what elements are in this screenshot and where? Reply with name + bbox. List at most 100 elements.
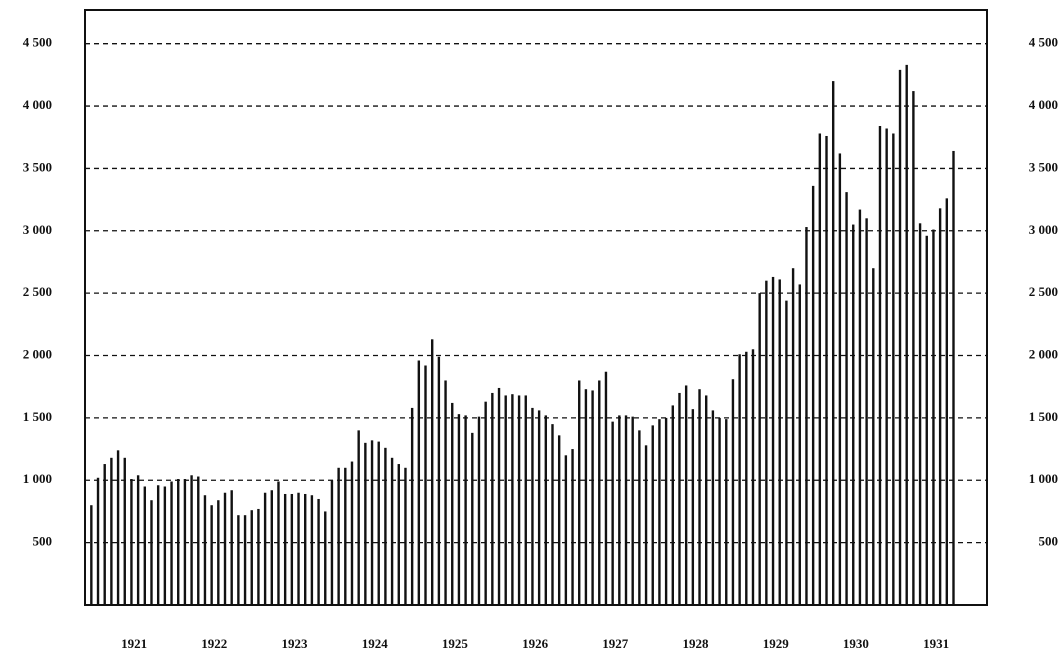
bar [444, 380, 447, 605]
bar [664, 417, 668, 605]
bar [491, 392, 494, 605]
y-tick-label: 4 500 [23, 35, 52, 50]
bar [557, 435, 561, 605]
bar [156, 485, 160, 605]
bar [297, 492, 300, 605]
bar [905, 64, 908, 605]
bar [116, 450, 120, 605]
bar [397, 464, 400, 605]
bar [377, 441, 380, 605]
bar [878, 126, 882, 605]
bar [624, 415, 628, 605]
bar [731, 379, 735, 605]
x-tick-label: 1921 [121, 636, 147, 651]
bar [898, 69, 902, 606]
bar [805, 227, 808, 606]
bar [531, 407, 534, 605]
bar [872, 268, 875, 605]
bar [678, 392, 681, 605]
bar [344, 467, 347, 605]
bar [317, 498, 320, 605]
bar [838, 153, 842, 605]
bar [598, 380, 601, 605]
bar [283, 493, 287, 605]
bar [885, 128, 888, 606]
bar [517, 395, 521, 605]
y-tick-label: 4 000 [23, 97, 52, 112]
bar [725, 419, 728, 605]
bar [938, 208, 942, 606]
bar [350, 461, 354, 605]
bar [504, 395, 507, 605]
bar [277, 481, 280, 605]
y-tick-label: 1 500 [23, 409, 52, 424]
bar [952, 150, 955, 606]
bar [865, 218, 868, 605]
bar [845, 192, 848, 605]
bar [638, 430, 641, 605]
bar [705, 395, 708, 605]
bar [103, 464, 106, 605]
y2-tick-label: 1 000 [1029, 471, 1058, 486]
bar [210, 505, 213, 605]
bar [257, 508, 260, 605]
bar [831, 81, 835, 605]
bar [785, 300, 788, 605]
bar [591, 390, 594, 605]
bar [691, 409, 695, 605]
bar [818, 133, 822, 605]
bar [751, 349, 755, 605]
x-tick-label: 1927 [602, 636, 629, 651]
bar [324, 511, 327, 605]
bar [190, 475, 193, 605]
bar [544, 415, 548, 605]
bar [410, 407, 414, 605]
y-tick-label: 2 500 [23, 284, 52, 299]
bar [136, 475, 140, 605]
bar [945, 198, 949, 605]
bar [551, 424, 554, 605]
x-tick-label: 1931 [923, 636, 949, 651]
bar [511, 394, 514, 605]
y2-tick-label: 2 000 [1029, 347, 1058, 362]
bar [123, 457, 126, 605]
bar [932, 229, 935, 605]
bar [384, 447, 387, 605]
bar [758, 293, 761, 605]
bar [684, 385, 688, 605]
bar [437, 356, 441, 605]
bar [618, 415, 621, 605]
bar [223, 492, 227, 605]
bar [110, 457, 113, 605]
plot-frame [84, 9, 988, 606]
y-tick-label: 1 000 [23, 471, 52, 486]
bar [631, 416, 634, 605]
bar [925, 235, 928, 605]
bar [150, 500, 153, 605]
bar [698, 389, 701, 605]
bar [330, 480, 334, 605]
x-tick-label: 1926 [522, 636, 549, 651]
bar [825, 135, 828, 605]
bar [457, 414, 461, 605]
bar [464, 415, 467, 605]
y2-tick-label: 4 500 [1029, 35, 1058, 50]
bar [584, 389, 588, 605]
bar [912, 91, 915, 606]
bar [197, 476, 200, 605]
bar [644, 445, 648, 605]
bar [177, 479, 180, 605]
y-tick-label: 2 000 [23, 347, 52, 362]
y2-tick-label: 4 000 [1029, 97, 1058, 112]
bar [671, 405, 674, 605]
bar [765, 280, 768, 605]
bar [364, 442, 367, 605]
bar [390, 457, 394, 605]
bar [711, 410, 715, 605]
bar [524, 395, 527, 605]
bar [918, 223, 922, 605]
bar [852, 224, 855, 606]
bar [237, 515, 240, 605]
bar [497, 387, 501, 605]
